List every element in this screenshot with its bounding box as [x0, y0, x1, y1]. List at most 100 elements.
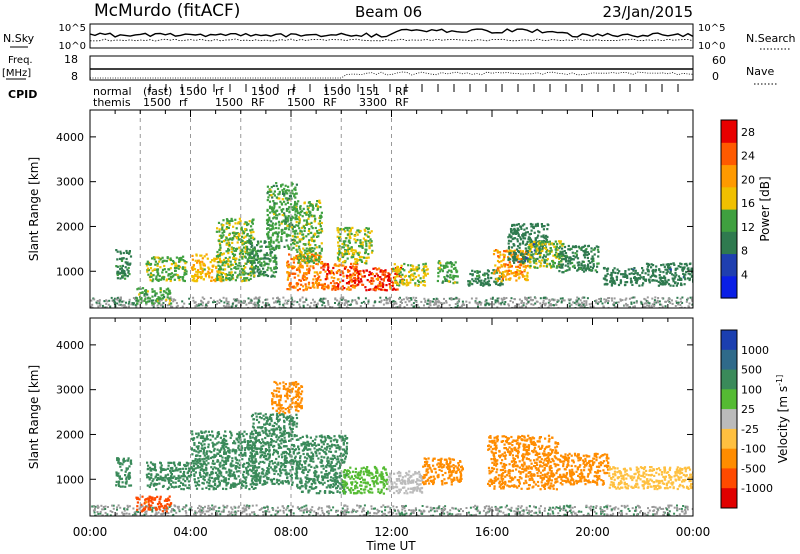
cpid-event-top: 1500 [323, 85, 351, 98]
ground-scatter-cell [336, 299, 339, 302]
ground-scatter-cell [476, 505, 479, 508]
scatter-cell [525, 278, 528, 281]
ground-scatter-cell [174, 505, 177, 508]
ground-scatter-cell [342, 512, 345, 515]
scatter-cell [586, 253, 589, 257]
scatter-cell [317, 222, 320, 225]
scatter-cell [302, 237, 305, 240]
ground-scatter-cell [227, 303, 230, 306]
scatter-cell [253, 248, 256, 251]
scatter-cell [338, 247, 341, 251]
ground-scatter-cell [526, 297, 528, 300]
scatter-cell [298, 218, 301, 221]
ground-scatter-cell [557, 512, 560, 515]
scatter-cell [220, 240, 223, 243]
scatter-cell [302, 289, 305, 292]
scatter-cell [554, 240, 557, 243]
ground-scatter-cell [676, 296, 679, 299]
ground-scatter-cell [302, 511, 305, 514]
ground-scatter-cell [658, 300, 661, 303]
scatter-cell [291, 223, 294, 226]
scatter-cell [267, 245, 270, 248]
ground-scatter-cell [632, 296, 635, 299]
scatter-cell [541, 244, 544, 247]
ground-scatter-cell [200, 303, 202, 306]
ground-scatter-cell [427, 299, 430, 302]
scatter-cell [309, 265, 312, 268]
scatter-cell [244, 250, 247, 253]
scatter-cell [354, 250, 358, 253]
ground-scatter-cell [543, 509, 546, 512]
ground-scatter-cell [268, 510, 271, 513]
scatter-cell [538, 259, 541, 263]
scatter-cell [398, 284, 401, 287]
scatter-cell [523, 237, 527, 240]
ground-scatter-cell [550, 304, 553, 307]
scatter-cell [591, 266, 594, 270]
ground-scatter-cell [408, 300, 411, 303]
ground-scatter-cell [520, 299, 523, 302]
scatter-cell [497, 269, 500, 272]
ground-scatter-cell [184, 510, 187, 512]
ground-scatter-cell [345, 511, 348, 514]
ground-scatter-cell [552, 506, 554, 509]
scatter-cell [580, 262, 583, 265]
ground-scatter-cell [141, 300, 144, 303]
ground-scatter-cell [423, 304, 425, 307]
scatter-cell [246, 258, 249, 261]
scatter-cell [293, 242, 296, 246]
scatter-cell [615, 276, 619, 279]
scatter-cell [269, 252, 272, 255]
ground-scatter-cell [412, 305, 415, 308]
scatter-cell [238, 246, 241, 249]
ground-scatter-cell [653, 299, 656, 302]
ground-scatter-cell [500, 297, 503, 300]
scatter-cell [501, 283, 504, 286]
scatter-cell [416, 268, 419, 271]
scatter-cell [230, 278, 233, 281]
scatter-cell [242, 230, 245, 233]
scatter-cell [568, 268, 571, 271]
scatter-cell [558, 254, 561, 257]
ground-scatter-cell [610, 297, 613, 300]
scatter-cell [273, 266, 276, 269]
scatter-cell [510, 229, 513, 232]
scatter-cell [443, 266, 446, 270]
ground-scatter-cell [102, 506, 105, 508]
ground-scatter-cell [560, 300, 563, 303]
ground-scatter-cell [628, 297, 631, 300]
ground-scatter-cell [216, 303, 218, 306]
scatter-cell [624, 270, 627, 273]
scatter-cell [524, 252, 527, 256]
ground-scatter-cell [597, 301, 600, 304]
scatter-cell [266, 233, 269, 236]
scatter-cell [299, 210, 302, 214]
ground-scatter-cell [585, 300, 588, 303]
scatter-cell [248, 259, 251, 262]
ground-scatter-cell [116, 506, 119, 509]
ground-scatter-cell [287, 505, 290, 508]
scatter-cell [321, 284, 324, 287]
scatter-cell [338, 259, 341, 263]
ground-scatter-cell [581, 305, 584, 308]
scatter-cell [324, 278, 327, 281]
scatter-cell [313, 214, 316, 217]
scatter-cell [380, 283, 383, 286]
ground-scatter-cell [392, 300, 395, 303]
scatter-cell [312, 254, 315, 258]
ground-scatter-cell [387, 297, 390, 300]
ground-scatter-cell [338, 304, 341, 307]
ground-scatter-cell [445, 300, 448, 302]
ground-scatter-cell [258, 509, 261, 511]
scatter-cell [626, 281, 629, 284]
scatter-cell [537, 249, 540, 252]
scatter-cell [270, 239, 273, 242]
scatter-cell [241, 279, 244, 282]
scatter-cell [496, 267, 499, 270]
scatter-cell [455, 275, 458, 278]
ground-scatter-cell [602, 305, 605, 308]
scatter-cell [275, 244, 278, 247]
scatter-cell [318, 245, 321, 248]
scatter-cell [316, 286, 319, 289]
scatter-cell [288, 224, 292, 227]
